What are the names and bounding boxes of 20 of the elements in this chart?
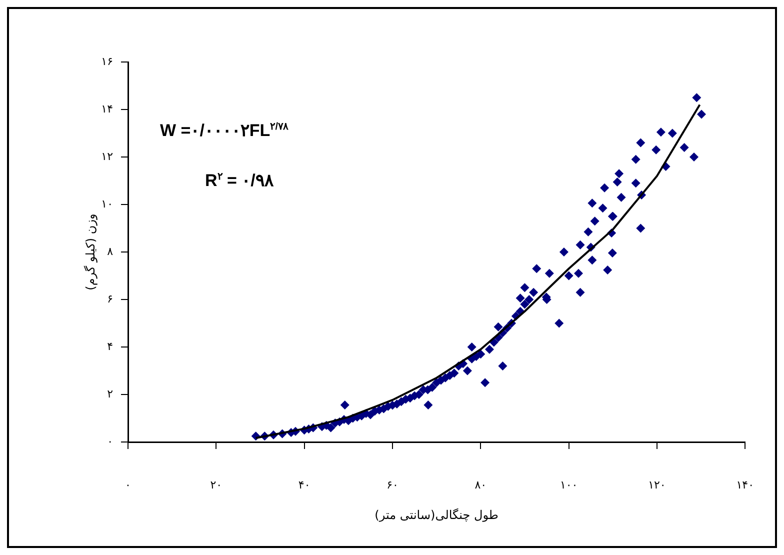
x-tick-label: ۰	[125, 478, 131, 492]
x-tick-label: ۱۲۰	[648, 478, 666, 492]
y-tick-label: ۱۴	[101, 102, 114, 116]
y-tick-label: ۲	[107, 387, 114, 400]
x-axis-title: طول چنگالی(سانتی متر)	[374, 508, 498, 522]
y-tick-label: ۸	[107, 244, 114, 258]
x-tick-label: ۱۴۰	[736, 478, 754, 492]
y-tick-label: ۰	[107, 434, 113, 448]
y-tick-label: ۱۲	[101, 150, 114, 163]
y-tick-label: ۴	[107, 340, 114, 353]
annotation: W =۰/۰۰۰۰۲FL$^{۲/۷۸}$	[160, 120, 288, 141]
y-axis-title: وزن (کیلو گرم)	[83, 214, 98, 290]
y-tick-label: ۱۰	[101, 197, 113, 210]
y-tick-label: ۱۶	[101, 54, 113, 68]
x-tick-label: ۶۰	[386, 478, 398, 492]
x-tick-label: ۱۰۰	[560, 478, 578, 492]
x-tick-label: ۸۰	[474, 478, 487, 492]
x-tick-label: ۴۰	[298, 478, 310, 492]
x-tick-label: ۲۰	[210, 478, 222, 492]
y-tick-label: ۶	[107, 292, 113, 306]
